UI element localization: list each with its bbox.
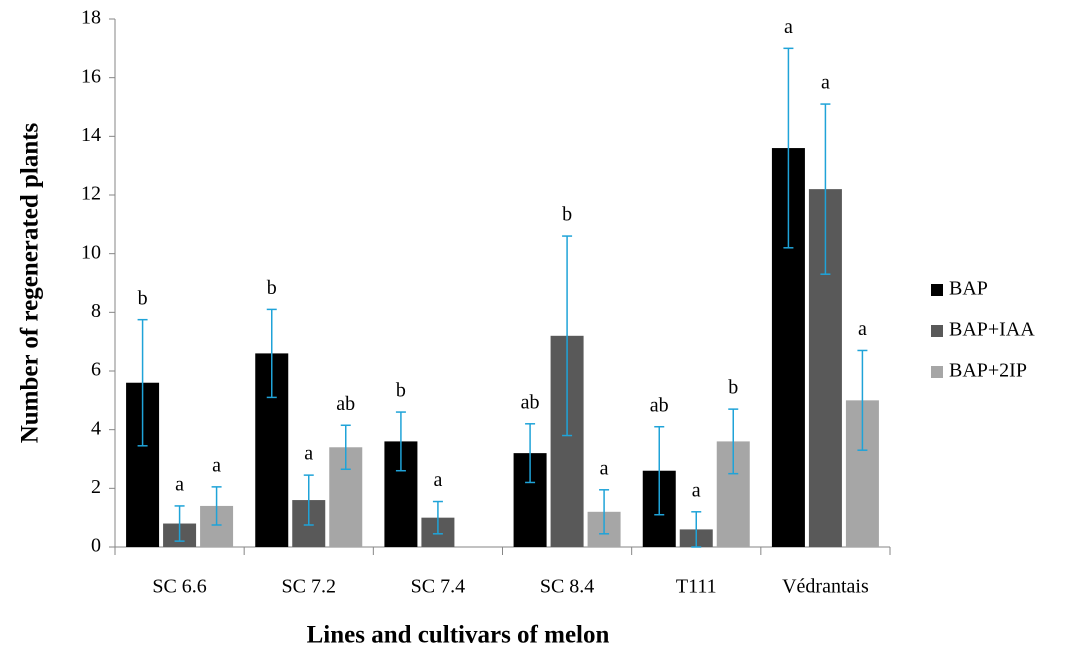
error-bar	[303, 474, 314, 526]
significance-label: ab	[521, 391, 540, 413]
x-axis-title: Lines and cultivars of melon	[307, 622, 610, 649]
x-tick-label: SC 7.4	[411, 576, 465, 598]
significance-label: b	[562, 204, 572, 226]
y-tick-label: 18	[81, 7, 101, 29]
error-bar	[137, 318, 148, 447]
error-bar	[525, 423, 536, 484]
error-bar	[857, 349, 868, 451]
significance-label: b	[396, 380, 406, 402]
y-tick-label: 4	[91, 417, 101, 439]
error-bar	[266, 308, 277, 399]
y-tick-label: 16	[81, 65, 101, 87]
significance-label: ab	[336, 393, 355, 415]
error-bar	[340, 424, 351, 471]
legend-swatch	[931, 325, 943, 337]
y-tick-label: 0	[91, 535, 101, 557]
x-tick-label: SC 7.2	[282, 576, 336, 598]
significance-label: b	[138, 287, 148, 309]
y-tick-label: 10	[81, 241, 101, 263]
significance-label: a	[692, 479, 701, 501]
error-bar	[654, 425, 665, 516]
x-tick-label: SC 6.6	[152, 576, 206, 598]
y-tick-label: 8	[91, 300, 101, 322]
significance-label: b	[267, 277, 277, 299]
significance-label: a	[600, 457, 609, 479]
significance-label: a	[858, 318, 867, 340]
error-bar	[174, 505, 185, 542]
error-bar	[562, 235, 573, 437]
y-axis-title: Number of regenerated plants	[17, 122, 44, 443]
error-bar	[599, 489, 610, 535]
x-tick-label: T111	[676, 576, 717, 598]
significance-label: a	[821, 72, 830, 94]
error-bar	[395, 411, 406, 472]
legend-label: BAP+2IP	[949, 360, 1027, 382]
legend-label: BAP	[949, 278, 988, 300]
error-bar	[211, 486, 222, 526]
error-bar	[728, 408, 739, 475]
y-tick-label: 2	[91, 476, 101, 498]
y-tick-label: 14	[81, 124, 101, 146]
x-tick-label: Védrantais	[782, 576, 869, 598]
x-tick-label: SC 8.4	[540, 576, 594, 598]
error-bar	[783, 47, 794, 249]
significance-label: a	[784, 16, 793, 38]
error-bar	[820, 103, 831, 275]
legend-swatch	[931, 284, 943, 296]
error-bar	[432, 500, 443, 535]
y-tick-label: 12	[81, 183, 101, 205]
legend-label: BAP+IAA	[949, 319, 1035, 341]
legend-swatch	[931, 366, 943, 378]
error-bar	[691, 511, 702, 548]
significance-label: a	[175, 474, 184, 496]
significance-label: ab	[650, 394, 669, 416]
significance-label: a	[212, 454, 221, 476]
significance-label: b	[728, 377, 738, 399]
significance-label: a	[304, 443, 313, 465]
y-tick-label: 6	[91, 359, 101, 381]
significance-label: a	[433, 469, 442, 491]
